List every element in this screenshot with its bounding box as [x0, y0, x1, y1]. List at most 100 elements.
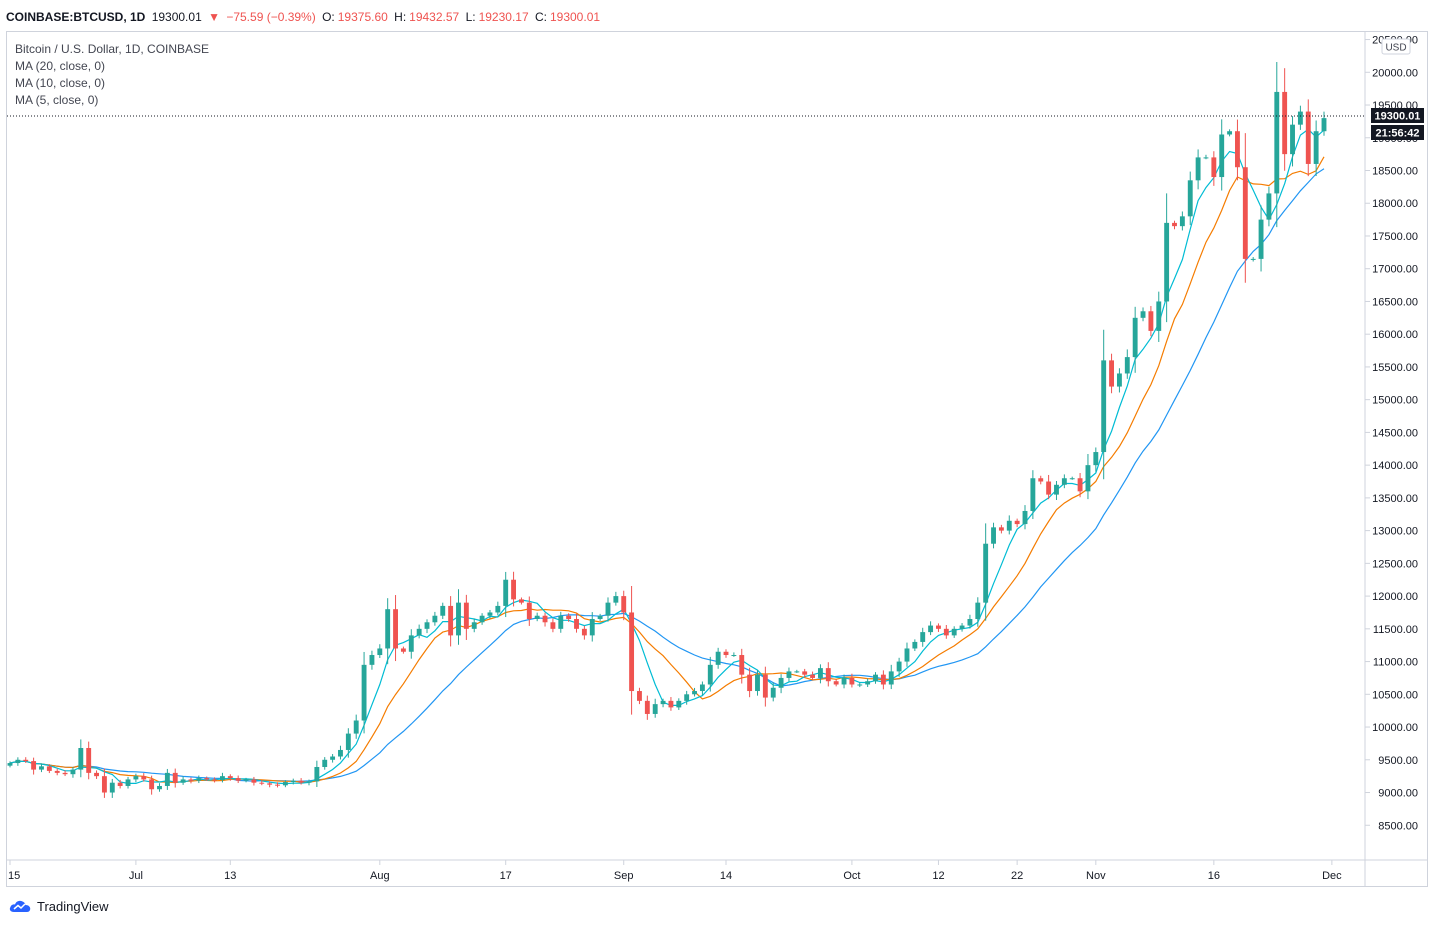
candle-body[interactable] — [1101, 360, 1107, 453]
candle-body[interactable] — [652, 704, 658, 714]
candle-body[interactable] — [1156, 301, 1162, 331]
candle-body[interactable] — [70, 769, 76, 775]
candle-body[interactable] — [503, 579, 509, 606]
candle-body[interactable] — [1069, 478, 1075, 480]
candle-body[interactable] — [794, 671, 800, 673]
candle-body[interactable] — [613, 596, 619, 603]
candle-body[interactable] — [1282, 91, 1288, 155]
candle-body[interactable] — [802, 671, 808, 675]
candle-body[interactable] — [196, 778, 202, 781]
candle-body[interactable] — [1038, 478, 1044, 482]
candle-body[interactable] — [1061, 478, 1067, 485]
candle-body[interactable] — [54, 770, 60, 773]
candle-body[interactable] — [424, 622, 430, 629]
candle-body[interactable] — [1211, 157, 1217, 178]
candle-body[interactable] — [833, 681, 839, 685]
candle-body[interactable] — [1093, 452, 1099, 466]
candle-body[interactable] — [101, 776, 107, 793]
candle-body[interactable] — [558, 615, 564, 629]
candle-body[interactable] — [865, 681, 871, 685]
candle-body[interactable] — [542, 615, 548, 623]
legend-ma10[interactable]: MA (10, close, 0) — [15, 76, 106, 90]
candle-body[interactable] — [707, 664, 713, 685]
legend-title[interactable]: Bitcoin / U.S. Dollar, 1D, COINBASE — [15, 42, 210, 56]
candle-body[interactable] — [7, 763, 13, 766]
candle-body[interactable] — [400, 648, 406, 652]
candle-body[interactable] — [1235, 131, 1240, 168]
candle-body[interactable] — [164, 772, 170, 786]
candle-body[interactable] — [31, 761, 37, 770]
candle-body[interactable] — [723, 651, 729, 656]
candle-body[interactable] — [1187, 180, 1193, 217]
candle-body[interactable] — [912, 641, 918, 649]
candle-body[interactable] — [172, 772, 178, 783]
candle-body[interactable] — [928, 625, 934, 633]
candle-body[interactable] — [212, 779, 218, 781]
candle-body[interactable] — [1085, 465, 1091, 492]
candle-body[interactable] — [330, 756, 336, 760]
candle-body[interactable] — [676, 700, 682, 708]
candle-body[interactable] — [188, 779, 194, 781]
candle-body[interactable] — [456, 602, 461, 636]
candle-body[interactable] — [975, 602, 981, 620]
candle-body[interactable] — [15, 759, 21, 764]
candle-body[interactable] — [715, 651, 721, 665]
candle-body[interactable] — [23, 759, 29, 762]
candle-body[interactable] — [755, 674, 760, 692]
candle-body[interactable] — [1148, 311, 1154, 331]
candle-body[interactable] — [574, 619, 579, 629]
candle-body[interactable] — [39, 766, 44, 770]
candle-body[interactable] — [290, 780, 296, 783]
candle-body[interactable] — [1290, 124, 1295, 155]
candle-body[interactable] — [896, 661, 902, 672]
candle-body[interactable] — [149, 779, 155, 790]
candle-body[interactable] — [605, 602, 611, 616]
candle-body[interactable] — [1116, 373, 1122, 387]
candle-body[interactable] — [141, 776, 147, 780]
candle-body[interactable] — [235, 778, 241, 781]
candle-body[interactable] — [778, 677, 784, 688]
tradingview-brand[interactable]: TradingView — [8, 898, 109, 914]
candle-body[interactable] — [180, 779, 186, 783]
candle-body[interactable] — [526, 602, 532, 620]
candle-body[interactable] — [589, 619, 595, 636]
candle-body[interactable] — [810, 674, 816, 678]
candle-body[interactable] — [369, 655, 375, 665]
candle-body[interactable] — [314, 766, 320, 782]
candle-body[interactable] — [157, 785, 162, 790]
candle-body[interactable] — [495, 605, 501, 613]
candle-body[interactable] — [857, 684, 863, 686]
candle-body[interactable] — [440, 605, 446, 616]
candle-body[interactable] — [1266, 193, 1272, 220]
currency-badge[interactable] — [1381, 38, 1411, 55]
candle-body[interactable] — [345, 733, 351, 750]
candle-body[interactable] — [581, 628, 587, 636]
candle-body[interactable] — [298, 780, 304, 783]
candle-body[interactable] — [1305, 111, 1311, 164]
candle-body[interactable] — [1172, 222, 1177, 227]
candle-body[interactable] — [660, 700, 666, 705]
candle-body[interactable] — [684, 694, 690, 701]
candle-body[interactable] — [534, 615, 540, 620]
candle-body[interactable] — [1227, 131, 1233, 135]
candle-body[interactable] — [204, 778, 210, 780]
candle-body[interactable] — [991, 527, 996, 544]
candle-body[interactable] — [762, 674, 768, 698]
candle-body[interactable] — [282, 782, 288, 786]
candle-body[interactable] — [62, 772, 68, 775]
candle-body[interactable] — [259, 782, 265, 784]
candle-body[interactable] — [920, 632, 926, 642]
candle-body[interactable] — [1006, 520, 1012, 531]
candle-body[interactable] — [550, 622, 556, 629]
candle-body[interactable] — [747, 674, 753, 692]
candle-body[interactable] — [904, 648, 910, 662]
candle-body[interactable] — [629, 612, 635, 692]
candle-body[interactable] — [880, 674, 886, 685]
candle-body[interactable] — [1022, 510, 1028, 525]
candle-body[interactable] — [731, 655, 737, 657]
candle-body[interactable] — [1250, 258, 1256, 260]
candle-body[interactable] — [511, 579, 517, 600]
candle-body[interactable] — [408, 635, 414, 652]
candle-body[interactable] — [353, 720, 359, 734]
